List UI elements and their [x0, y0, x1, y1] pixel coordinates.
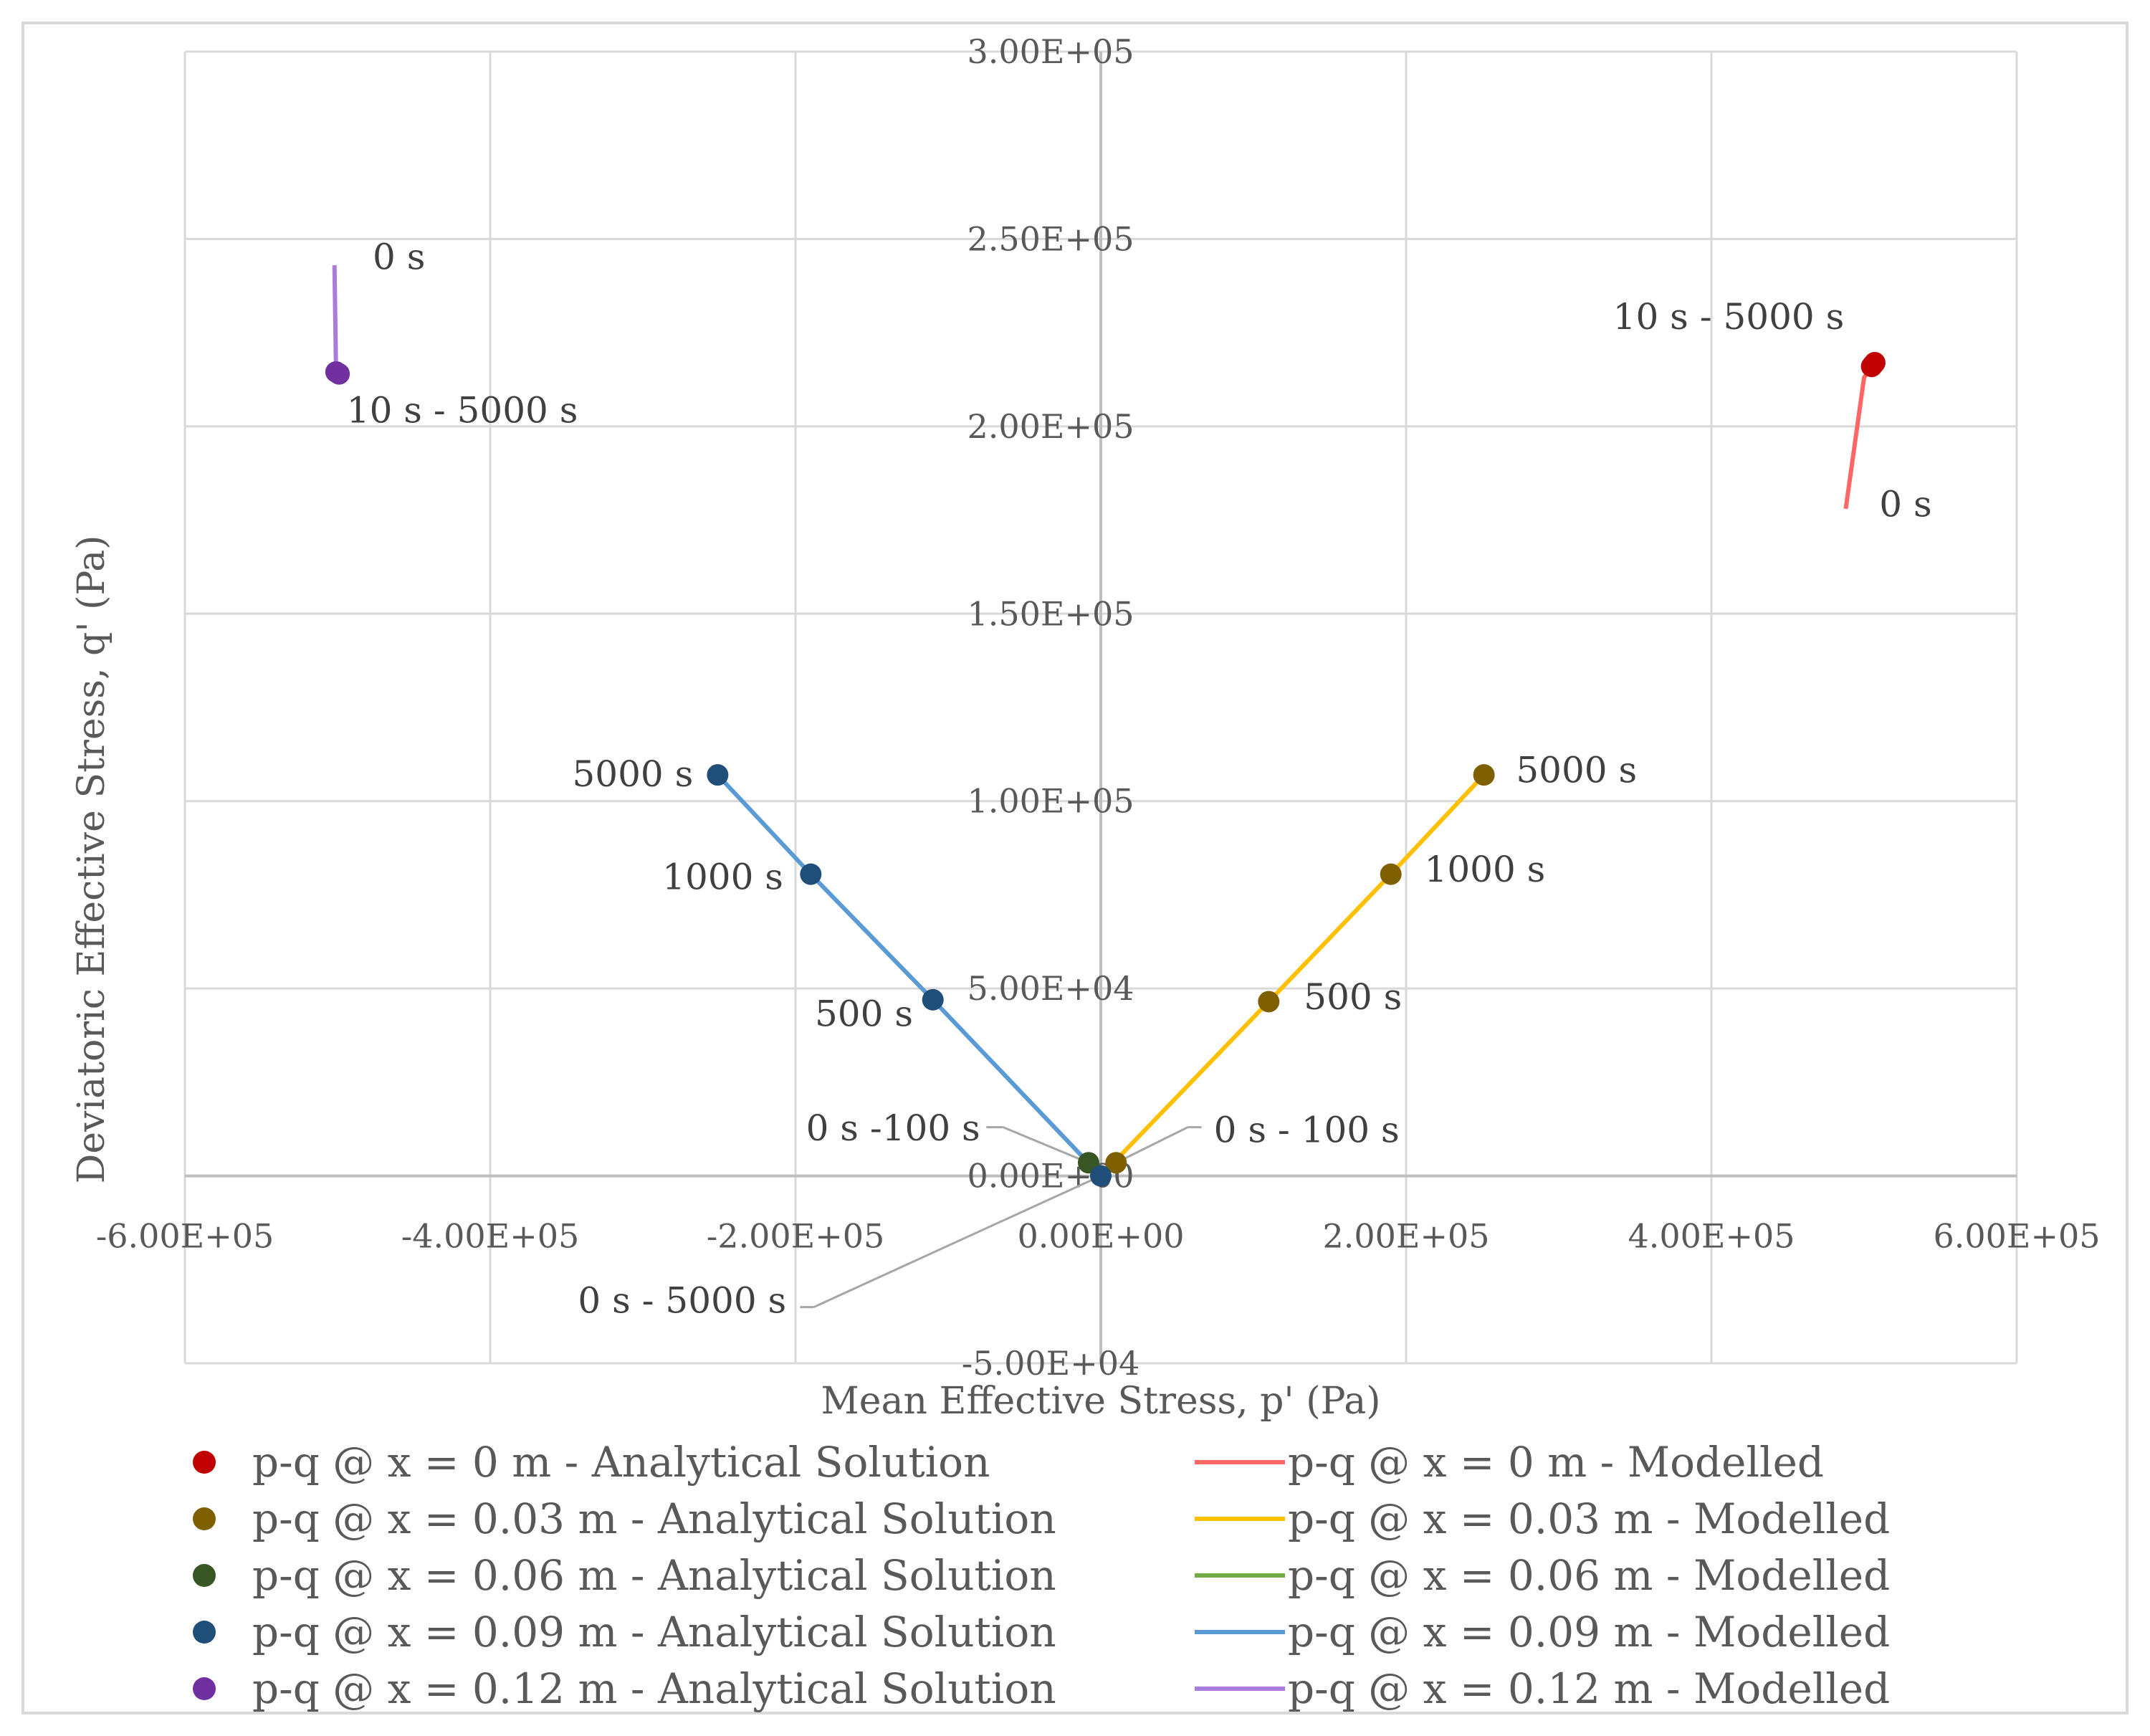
data-point-series-3 — [800, 863, 822, 885]
y-tick-label: 2.00E+05 — [967, 407, 1134, 446]
y-axis-title: Deviatoric Effective Stress, q' (Pa) — [70, 535, 113, 1184]
data-label: 0 s — [373, 236, 425, 277]
data-point-series-1 — [1258, 991, 1280, 1013]
legend-marker — [193, 1677, 216, 1700]
legend-marker — [193, 1564, 216, 1587]
data-label: 500 s — [1304, 976, 1402, 1018]
legend-label: p-q @ x = 0.09 m - Modelled — [1288, 1608, 1890, 1656]
data-label: 1000 s — [1425, 849, 1546, 890]
legend-label: p-q @ x = 0 m - Modelled — [1288, 1438, 1824, 1487]
x-tick-label: 4.00E+05 — [1628, 1217, 1795, 1256]
data-label: 0 s - 100 s — [1214, 1110, 1400, 1151]
y-tick-label: 2.50E+05 — [967, 219, 1134, 258]
legend-label: p-q @ x = 0.06 m - Modelled — [1288, 1551, 1890, 1600]
x-tick-label: -2.00E+05 — [707, 1217, 885, 1256]
data-label: 0 s - 5000 s — [578, 1279, 786, 1321]
leader-line — [1115, 1126, 1189, 1164]
data-label: 5000 s — [1516, 750, 1637, 791]
data-label: 5000 s — [572, 753, 693, 795]
x-tick-label: 2.00E+05 — [1322, 1217, 1489, 1256]
y-tick-label: -5.00E+04 — [962, 1344, 1140, 1383]
tick-labels: -6.00E+05 -4.00E+05 -2.00E+05 0.00E+00 2.00E… — [96, 32, 2101, 1383]
legend-label: p-q @ x = 0.06 m - Analytical Solution — [252, 1551, 1056, 1600]
data-label: 1000 s — [662, 857, 783, 898]
legend-label: p-q @ x = 0 m - Analytical Solution — [252, 1438, 990, 1487]
data-point-series-3 — [922, 988, 944, 1011]
leader-line — [813, 1175, 1102, 1308]
legend-label: p-q @ x = 0.12 m - Analytical Solution — [252, 1664, 1056, 1713]
series-line-9 — [332, 264, 338, 371]
data-point-series-1 — [1473, 764, 1495, 786]
legend-label: p-q @ x = 0.03 m - Modelled — [1288, 1494, 1890, 1543]
y-tick-label: 5.00E+04 — [967, 969, 1134, 1008]
data-point-series-3 — [707, 764, 729, 786]
data-label: 0 s — [1879, 483, 1931, 525]
data-point-series-3 — [1090, 1165, 1112, 1187]
data-label: 500 s — [815, 993, 913, 1034]
y-tick-label: 3.00E+05 — [967, 32, 1134, 71]
series-line-8 — [716, 773, 1103, 1178]
x-tick-label: -6.00E+05 — [96, 1217, 274, 1256]
data-point-series-1 — [1380, 863, 1402, 885]
legend-marker — [193, 1451, 216, 1474]
x-tick-label: -4.00E+05 — [401, 1217, 580, 1256]
legend-label: p-q @ x = 0.09 m - Analytical Solution — [252, 1608, 1056, 1656]
leader-lines — [800, 1126, 1202, 1309]
data-annotations: 0 s 10 s - 5000 s 10 s - 5000 s 0 s 5000 s 10… — [347, 236, 1932, 1321]
data-label: 10 s - 5000 s — [347, 390, 578, 431]
data-label: 10 s - 5000 s — [1613, 296, 1845, 338]
chart-border — [22, 22, 2128, 1714]
leader-line — [1003, 1126, 1089, 1164]
legend-marker — [193, 1507, 216, 1530]
data-point-series-1 — [1105, 1152, 1127, 1174]
x-axis-title: Mean Effective Stress, p' (Pa) — [821, 1380, 1381, 1423]
data-point-series-0 — [1863, 351, 1886, 373]
series-line-6 — [1099, 773, 1486, 1178]
legend-label: p-q @ x = 0.03 m - Analytical Solution — [252, 1494, 1056, 1543]
x-tick-label: 6.00E+05 — [1933, 1217, 2100, 1256]
legend-label: p-q @ x = 0.12 m - Modelled — [1288, 1664, 1890, 1713]
series-points — [325, 351, 1886, 1187]
data-label: 0 s -100 s — [806, 1107, 980, 1149]
legend-marker — [193, 1621, 216, 1644]
y-tick-label: 1.50E+05 — [967, 594, 1134, 633]
y-tick-label: 1.00E+05 — [967, 782, 1134, 821]
x-tick-label: 0.00E+00 — [1017, 1217, 1184, 1256]
data-point-series-4 — [328, 363, 350, 385]
legend: p-q @ x = 0 m - Analytical Solution p-q @… — [193, 1438, 1890, 1713]
